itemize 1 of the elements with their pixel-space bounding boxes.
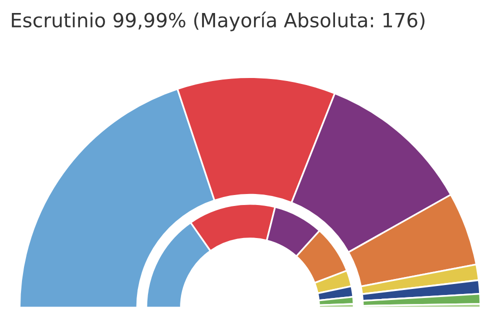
chart-title: Escrutinio 99,99% (Mayoría Absoluta: 176)	[12, 12, 424, 32]
